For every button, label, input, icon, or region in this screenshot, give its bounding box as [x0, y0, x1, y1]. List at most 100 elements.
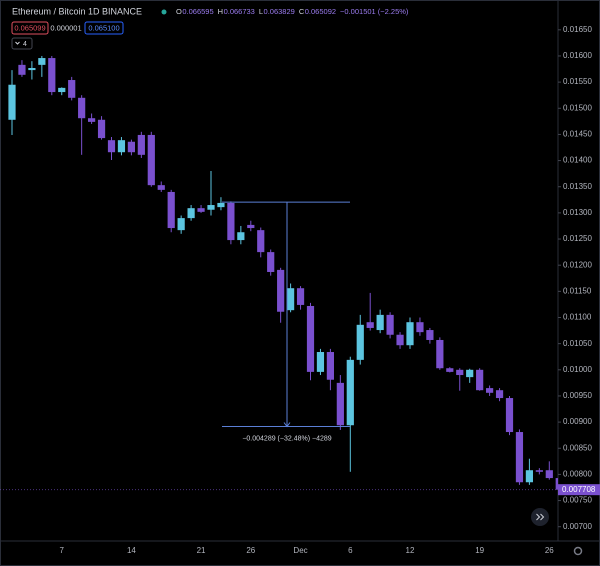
settings-icon[interactable]: [573, 546, 583, 556]
y-tick-label: 0.00900: [563, 417, 592, 426]
candle-body: [137, 134, 145, 155]
candle-body: [157, 185, 165, 190]
measure-arrowhead: [283, 422, 291, 428]
x-tick-label: 14: [127, 546, 136, 555]
candle-body: [107, 140, 116, 153]
y-tick-label: 0.00700: [563, 522, 592, 531]
candle-body: [446, 368, 454, 372]
candle-body: [476, 369, 484, 391]
y-tick-label: 0.00800: [563, 470, 592, 479]
candle-body: [277, 269, 285, 312]
x-tick-label: 26: [246, 546, 255, 555]
candle-body: [147, 134, 155, 186]
candle-body: [127, 141, 135, 153]
legend-value: 0.065092: [305, 7, 336, 16]
candle-body: [257, 230, 265, 253]
x-tick-label: 12: [406, 546, 415, 555]
y-tick-label: 0.01550: [563, 77, 592, 86]
candle-body: [287, 288, 295, 311]
buy-button[interactable]: [84, 21, 124, 35]
candle-body: [386, 314, 394, 335]
candle-body: [376, 314, 384, 331]
candle-body: [466, 369, 474, 378]
candle-body: [18, 64, 26, 75]
y-tick-label: 0.01500: [563, 103, 592, 112]
candle-body: [396, 334, 404, 346]
y-tick-label: 0.01400: [563, 156, 592, 165]
legend-key: O: [176, 7, 182, 16]
candle-body: [28, 67, 36, 71]
candle-body: [515, 432, 524, 483]
legend-change: −0.001501 (−2.25%): [340, 7, 409, 16]
legend-value: 0.066733: [224, 7, 255, 16]
legend-value: 0.063829: [264, 7, 295, 16]
y-tick-label: 0.01350: [563, 182, 592, 191]
candle-body: [38, 58, 46, 65]
candle-body: [8, 84, 16, 120]
sell-price[interactable]: 0.065099: [14, 23, 45, 32]
measure-label: −0.004289 (−32.48%) −4289: [242, 435, 331, 442]
x-tick-label: 19: [475, 546, 484, 555]
candle-body: [426, 330, 434, 340]
plot-area: −0.004289 (−32.48%) −4289: [0, 55, 558, 491]
candle-body: [406, 322, 414, 346]
candle-body: [525, 470, 533, 483]
candle-body: [495, 390, 504, 399]
spread: 0.000001: [50, 23, 81, 32]
candle-body: [316, 352, 325, 372]
candle-body: [177, 218, 185, 231]
buy-price[interactable]: 0.065100: [88, 23, 119, 32]
y-tick-label: 0.01650: [563, 25, 592, 34]
last-price-tag: [558, 484, 600, 496]
x-tick-label: Dec: [293, 546, 307, 555]
y-tick-label: 0.00850: [563, 443, 592, 452]
y-tick-label: 0.00750: [563, 496, 592, 505]
candle-body: [48, 58, 56, 93]
candle-body: [505, 398, 514, 433]
candle-body: [197, 208, 205, 212]
candle-body: [416, 322, 424, 333]
candle-body: [97, 119, 106, 139]
indicator-count[interactable]: 4: [23, 41, 27, 48]
candle-body: [78, 97, 86, 119]
y-tick-label: 0.01100: [563, 313, 592, 322]
candle-body: [117, 140, 126, 153]
y-tick-label: 0.01450: [563, 130, 592, 139]
axes: 0.00700 0.00750 0.00800 0.00850 0.00900 0.009…: [60, 25, 600, 555]
candle-body: [88, 118, 96, 122]
sell-button[interactable]: [11, 21, 49, 35]
legend-value: 0.066595: [182, 7, 213, 16]
candle-body: [346, 359, 354, 426]
candle-body: [326, 352, 334, 380]
candle-body: [58, 87, 66, 93]
candle-body: [306, 305, 315, 372]
last-price-label: 0.007708: [562, 485, 596, 494]
candle-body: [167, 191, 175, 229]
candle-body: [187, 208, 195, 219]
legend-key: H: [218, 7, 223, 16]
candle-body: [207, 205, 215, 210]
candle-body: [366, 322, 374, 328]
overlay: Ethereum / Bitcoin 1D BINANCE 0.065099 0…: [11, 6, 583, 556]
candle-body: [247, 224, 255, 229]
y-tick-label: 0.01300: [563, 208, 592, 217]
legend-key: L: [259, 7, 263, 16]
chevron-icon: [15, 41, 20, 45]
candle-body: [237, 232, 245, 241]
y-tick-label: 0.01600: [563, 51, 592, 60]
chart-title: Ethereum / Bitcoin 1D BINANCE: [12, 6, 142, 16]
y-tick-label: 0.01250: [563, 234, 592, 243]
indicators-toggle[interactable]: [11, 37, 33, 50]
candle-body: [555, 478, 558, 490]
candle-body: [336, 382, 344, 426]
candle-body: [436, 339, 444, 369]
candle-body: [68, 80, 76, 98]
x-tick-label: 7: [60, 546, 65, 555]
candle-body: [217, 202, 225, 208]
x-tick-label: 21: [197, 546, 206, 555]
candle-body: [545, 470, 553, 479]
candle-body: [456, 369, 464, 376]
candle-body: [356, 324, 364, 360]
